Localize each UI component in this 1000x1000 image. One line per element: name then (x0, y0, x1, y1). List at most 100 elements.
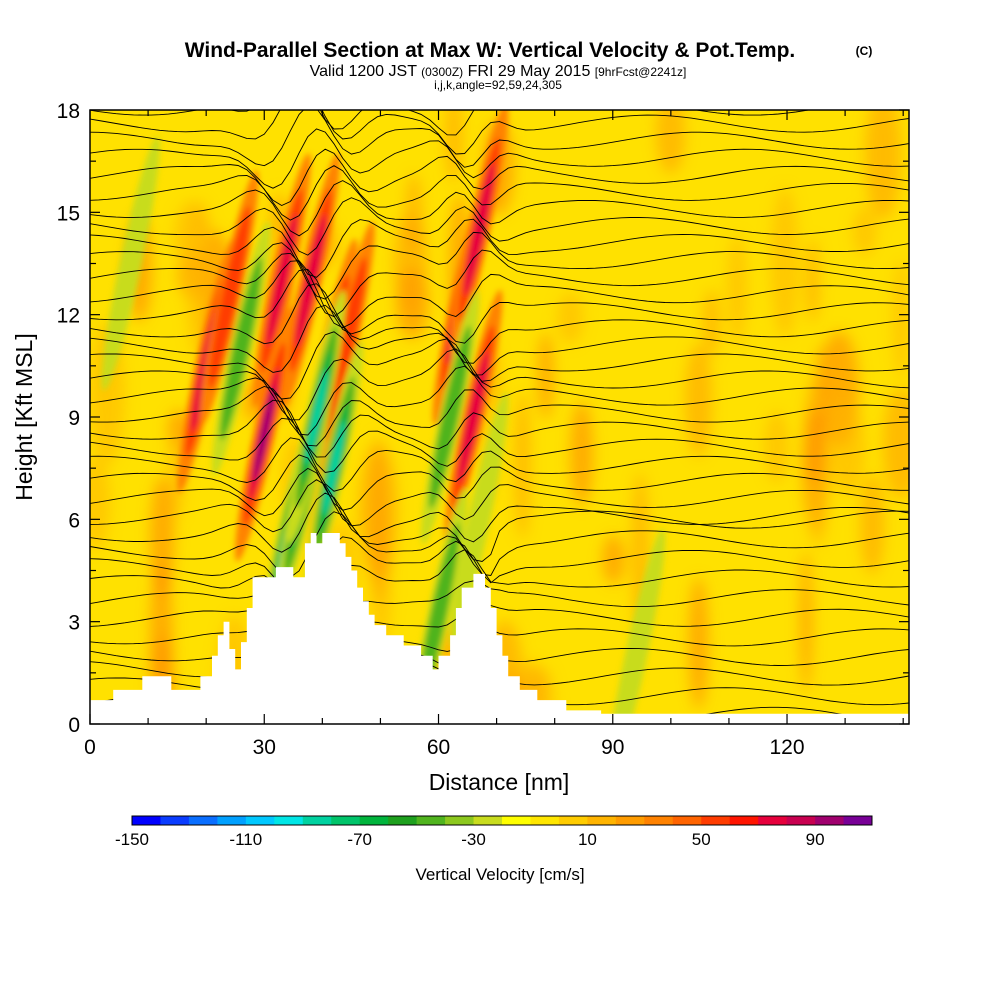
isentrope-line (90, 128, 909, 189)
colorbar-swatch (843, 816, 873, 825)
isentrope-line (90, 602, 909, 638)
isentrope-line (90, 492, 909, 562)
x-tick-label: 60 (427, 736, 450, 759)
x-axis-label: Distance [nm] (429, 769, 570, 795)
isentrope-line (90, 399, 909, 458)
isentrope-line (90, 467, 909, 527)
velocity-blob (514, 391, 531, 540)
updraft-core (316, 221, 375, 476)
isentrope-line (90, 218, 909, 278)
velocity-blob (570, 401, 594, 507)
colorbar-swatch (359, 816, 389, 825)
velocity-blob (557, 292, 584, 344)
colorbar-tick-label: 10 (578, 830, 597, 849)
colorbar-swatch (274, 816, 304, 825)
isentrope-line (90, 536, 909, 605)
copyright-mark: (C) (856, 44, 873, 58)
isentrope-line (90, 231, 909, 300)
isentrope-line (90, 511, 909, 578)
colorbar-swatch (558, 816, 588, 825)
colorbar-frame (131, 815, 873, 826)
colorbar-swatch (530, 816, 560, 825)
isentrope-line (90, 304, 909, 376)
isentrope-line (90, 283, 909, 364)
velocity-blob (893, 258, 909, 381)
colorbar-swatch (188, 816, 218, 825)
y-tick-label: 12 (57, 305, 80, 328)
downdraft-core (421, 289, 480, 545)
isentrope-line (90, 268, 909, 344)
subtitle-date: FRI 29 May 2015 (468, 63, 591, 80)
isentrope-line (90, 148, 909, 207)
velocity-blob (829, 401, 866, 495)
subtitle-fcst: [9hrFcst@2241z] (595, 65, 687, 79)
downdraft-core (211, 221, 271, 476)
colorbar-tick-label: 90 (806, 830, 825, 849)
colorbar-label: Vertical Velocity [cm/s] (415, 865, 584, 884)
colorbar-swatch (786, 816, 816, 825)
y-tick-labels: 0 3 6 9 12 15 18 (57, 100, 80, 737)
colorbar-swatch (701, 816, 731, 825)
isentrope-line (90, 180, 909, 237)
subtitle-utc: (0300Z) (421, 65, 463, 79)
velocity-blob (805, 238, 820, 323)
colorbar-tick-label: -110 (229, 830, 262, 849)
isentrope-line (90, 110, 909, 155)
isentrope-line (90, 417, 909, 473)
isentrope-line (90, 197, 909, 256)
x-tick-label: 120 (769, 736, 804, 759)
isentrope-line (90, 437, 909, 492)
colorbar-tick-label: 50 (692, 830, 711, 849)
isentrope-line (90, 386, 909, 447)
velocity-blob (150, 561, 173, 713)
colorbar-swatch (615, 816, 645, 825)
velocity-blob (800, 550, 813, 692)
isentrope-line (90, 580, 909, 626)
colorbar-swatch (416, 816, 446, 825)
velocity-blob (703, 289, 720, 357)
isentrope-line (90, 549, 909, 629)
velocity-blob (405, 173, 423, 255)
colorbar-swatch (815, 816, 845, 825)
velocity-blob (883, 388, 909, 500)
isentrope-line (90, 365, 909, 436)
isentrope-line (90, 348, 909, 421)
colorbar-swatch (758, 816, 788, 825)
colorbar-swatch (473, 816, 503, 825)
subtitle-valid: Valid 1200 JST (310, 63, 418, 80)
velocity-blob (727, 234, 748, 345)
colorbar-swatch (302, 816, 332, 825)
updraft-core (281, 153, 340, 408)
isentrope-line (90, 260, 909, 329)
chart-subtitle-indices: i,j,k,angle=92,59,24,305 (434, 78, 562, 92)
plot-area (90, 110, 909, 724)
colorbar-tick-label: -70 (347, 830, 372, 849)
colorbar-swatch (160, 816, 190, 825)
isentrope-line (90, 454, 909, 511)
velocity-blob (852, 206, 877, 257)
colorbar-swatch (587, 816, 617, 825)
chart-subtitle: Valid 1200 JST (0300Z) FRI 29 May 2015 [… (310, 63, 687, 80)
velocity-blob (445, 110, 463, 183)
colorbar-swatch (388, 816, 418, 825)
axis-ticks (89, 109, 909, 725)
terrain-mask (90, 533, 909, 724)
velocity-blob (770, 188, 799, 338)
colorbar (131, 815, 873, 826)
colorbar-swatch (644, 816, 674, 825)
velocity-blob (764, 411, 789, 484)
downdraft-core (101, 136, 160, 391)
x-tick-label: 90 (601, 736, 624, 759)
velocity-streaks (101, 110, 666, 724)
velocity-blob (808, 477, 827, 548)
colorbar-swatch (132, 816, 161, 825)
isentrope-line (90, 331, 909, 400)
colorbar-swatch (729, 816, 759, 825)
isentrope-line (90, 479, 909, 543)
colorbar-swatch (331, 816, 361, 825)
chart-title: Wind-Parallel Section at Max W: Vertical… (185, 39, 796, 62)
isentrope-line (90, 165, 909, 221)
colorbar-swatch (445, 816, 475, 825)
y-tick-label: 9 (68, 407, 80, 430)
